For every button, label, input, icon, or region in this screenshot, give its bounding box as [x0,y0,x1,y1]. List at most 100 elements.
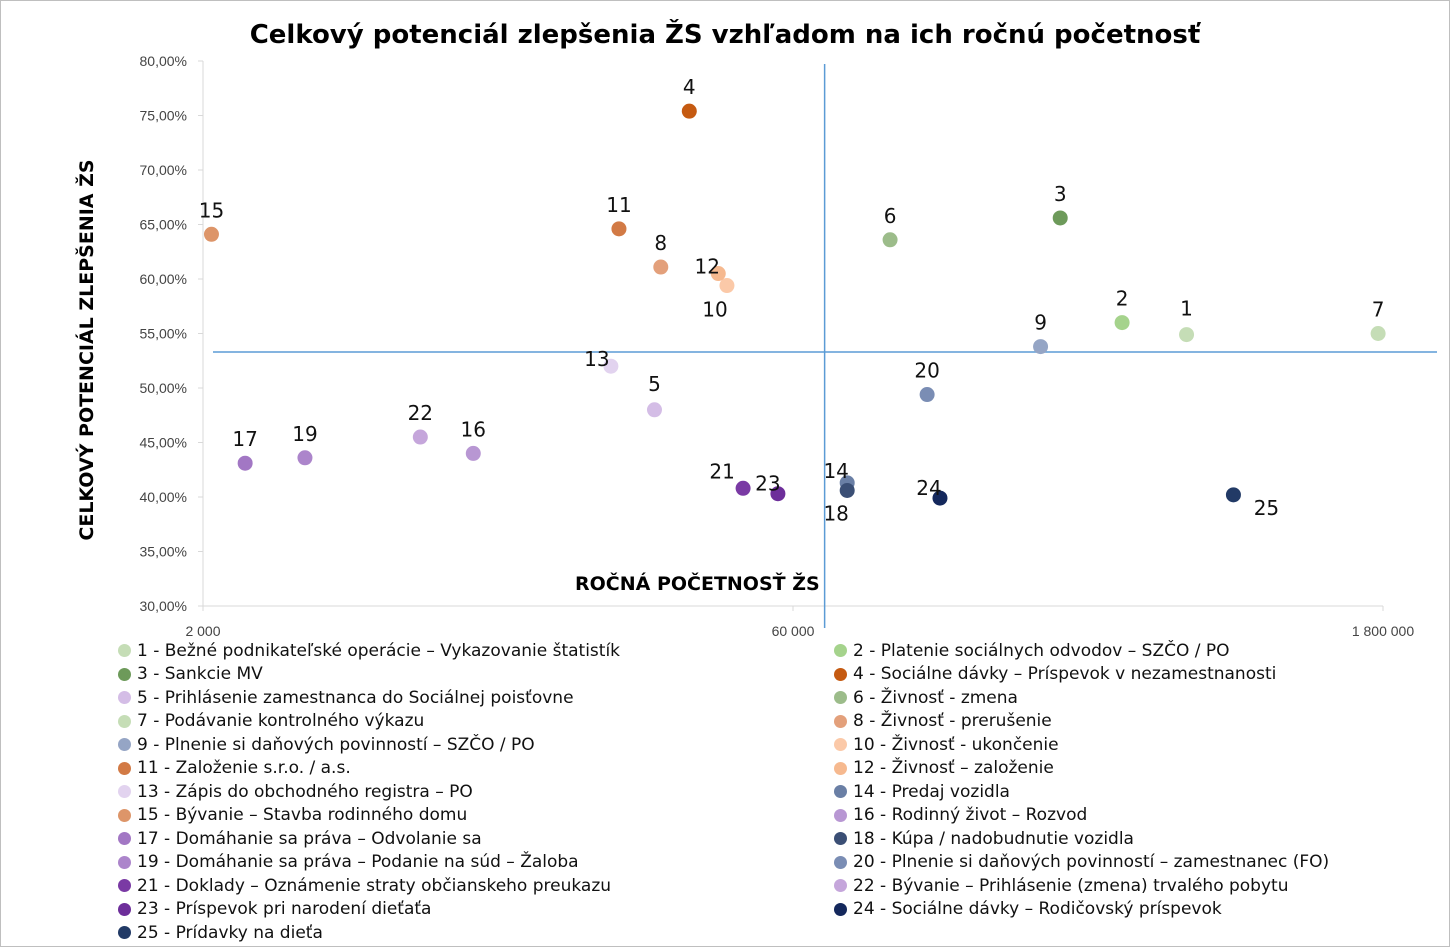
data-point-13 [603,358,619,374]
scatter-plot: 30,00% 35,00% 40,00% 45,00% 50,00% 55,00% 60,0… [140,53,1437,639]
data-point-16 [465,445,481,461]
legend-marker [118,785,131,799]
legend-item-25: 25 - Prídavky na dieťa [118,921,834,945]
data-point-12 [710,266,726,282]
data-point-5 [646,402,662,418]
legend-item-16: 16 - Rodinný život – Rozvod [834,804,1438,828]
y-tick-label: 65,00% [140,217,187,233]
point-label-22: 22 [408,401,433,425]
data-point-1 [1179,327,1195,343]
legend-marker [118,902,131,916]
y-tick-label: 60,00% [140,271,187,287]
legend-item-11: 11 - Založenie s.r.o. / a.s. [118,757,834,781]
legend-label: 15 - Bývanie – Stavba rodinného domu [137,805,468,826]
legend-item-19: 19 - Domáhanie sa práva – Podanie na súd… [118,851,834,875]
legend-label: 21 - Doklady – Oznámenie straty občiansk… [137,875,612,896]
data-point-9 [1033,339,1049,355]
legend-item-18: 18 - Kúpa / nadobudnutie vozidla [834,827,1438,851]
legend-label: 14 - Predaj vozidla [853,781,1010,802]
data-point-23 [770,486,786,502]
y-tick-label: 30,00% [140,598,187,614]
point-label-18: 18 [823,501,848,525]
data-point-11 [611,221,627,237]
point-label-21: 21 [709,459,734,483]
legend-item-10: 10 - Živnosť - ukončenie [834,733,1438,757]
data-point-19 [297,450,313,466]
legend-label: 3 - Sankcie MV [137,664,263,685]
legend-item-8: 8 - Živnosť - prerušenie [834,710,1438,734]
point-label-17: 17 [232,427,257,451]
legend-label: 8 - Živnosť - prerušenie [853,711,1052,732]
y-tick-label: 35,00% [140,544,187,560]
legend-label: 22 - Bývanie – Prihlásenie (zmena) trval… [853,875,1289,896]
legend-marker [834,667,847,681]
legend-marker [118,926,131,940]
data-point-8 [653,259,669,275]
point-label-8: 8 [654,231,667,255]
reference-lines [213,64,1437,628]
y-tick-label: 45,00% [140,435,187,451]
point-label-5: 5 [648,372,661,396]
legend-marker [834,691,847,705]
legend-marker [118,808,131,822]
y-tick-label: 40,00% [140,489,187,505]
point-label-24: 24 [916,476,941,500]
point-label-3: 3 [1054,182,1067,206]
legend-label: 20 - Plnenie si daňových povinností – za… [853,852,1330,873]
point-label-23: 23 [755,472,780,496]
legend-marker [118,738,131,752]
point-label-12: 12 [695,255,720,279]
legend-marker [118,855,131,869]
y-tick-label: 75,00% [140,108,187,124]
legend-marker [834,738,847,752]
legend-label: 19 - Domáhanie sa práva – Podanie na súd… [137,852,579,873]
y-tick-label: 55,00% [140,326,187,342]
legend-item-7: 7 - Podávanie kontrolného výkazu [118,710,834,734]
point-label-4: 4 [683,75,696,99]
legend-item-4: 4 - Sociálne dávky – Príspevok v nezames… [834,663,1438,687]
legend-label: 13 - Zápis do obchodného registra – PO [137,781,473,802]
data-point-25 [1225,487,1241,503]
x-axis: 2 000 60 000 1 800 000 [185,605,1414,639]
point-label-15: 15 [199,198,224,222]
data-point-3 [1052,210,1068,226]
legend-label: 24 - Sociálne dávky – Rodičovský príspev… [853,899,1222,920]
legend-marker [834,714,847,728]
legend-item-1: 1 - Bežné podnikateľské operácie – Vykaz… [118,639,834,663]
legend-item-13: 13 - Zápis do obchodného registra – PO [118,780,834,804]
data-point-20 [919,387,935,403]
point-label-19: 19 [292,422,317,446]
legend: 1 - Bežné podnikateľské operácie – Vykaz… [118,639,1438,945]
legend-label: 12 - Živnosť – založenie [853,758,1054,779]
legend-label: 23 - Príspevok pri narodení dieťaťa [137,899,432,920]
legend-item-15: 15 - Bývanie – Stavba rodinného domu [118,804,834,828]
legend-marker [834,879,847,893]
legend-label: 4 - Sociálne dávky – Príspevok v nezames… [853,664,1277,685]
legend-marker [834,832,847,846]
data-point-10 [719,278,735,294]
x-tick-label: 2 000 [185,623,220,639]
data-point-17 [237,455,253,471]
x-tick-label: 1 800 000 [1352,623,1414,639]
legend-label: 11 - Založenie s.r.o. / a.s. [137,758,351,779]
point-label-25: 25 [1254,496,1279,520]
legend-item-20: 20 - Plnenie si daňových povinností – za… [834,851,1438,875]
point-label-7: 7 [1372,298,1385,322]
y-axis: 30,00% 35,00% 40,00% 45,00% 50,00% 55,00% 60,0… [140,53,204,614]
legend-item-22: 22 - Bývanie – Prihlásenie (zmena) trval… [834,874,1438,898]
point-label-11: 11 [606,193,631,217]
legend-marker [834,785,847,799]
legend-item-9: 9 - Plnenie si daňových povinností – SZČ… [118,733,834,757]
legend-label: 17 - Domáhanie sa práva – Odvolanie sa [137,828,482,849]
legend-label: 16 - Rodinný život – Rozvod [853,805,1088,826]
legend-marker [834,808,847,822]
legend-item-6: 6 - Živnosť - zmena [834,686,1438,710]
legend-marker [118,879,131,893]
data-point-4 [681,103,697,119]
point-label-14: 14 [823,459,848,483]
legend-item-3: 3 - Sankcie MV [118,663,834,687]
point-label-20: 20 [914,359,939,383]
legend-label: 5 - Prihlásenie zamestnanca do Sociálnej… [137,687,574,708]
